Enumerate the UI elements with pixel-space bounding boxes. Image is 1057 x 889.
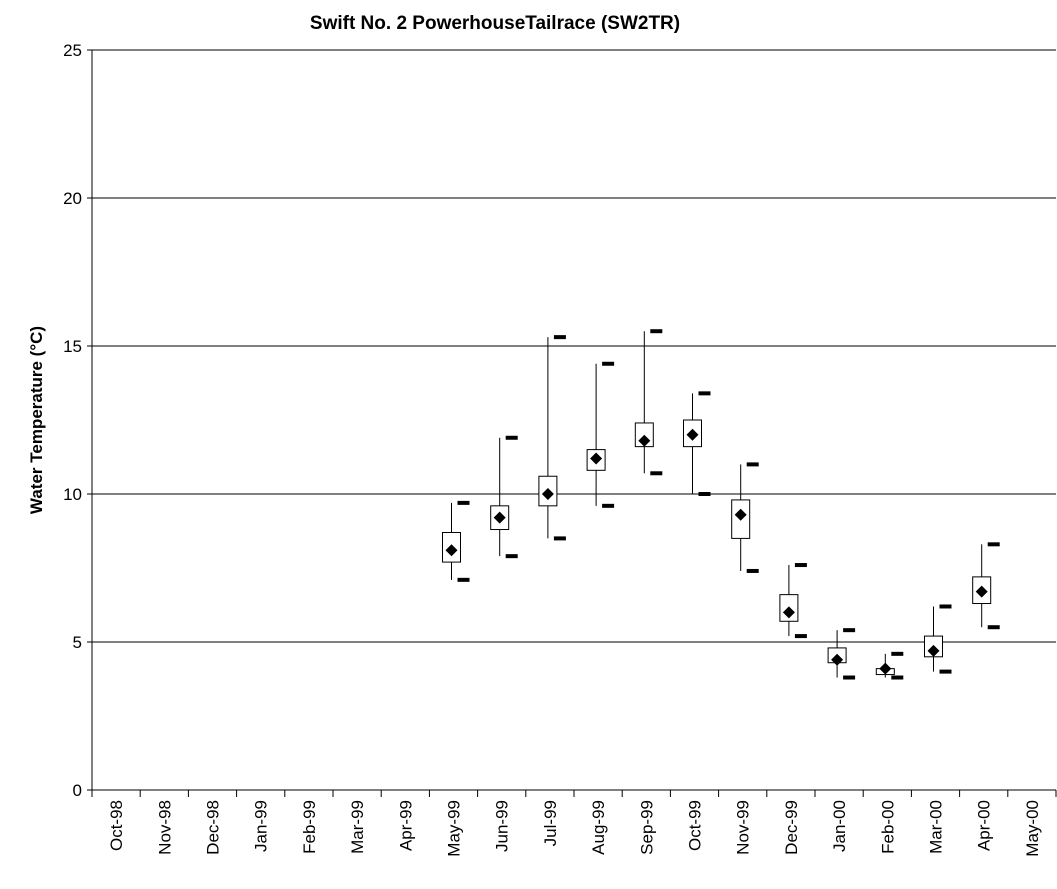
x-tick-label: Jun-99 [493, 800, 512, 852]
x-tick-label: Nov-99 [734, 800, 753, 855]
x-tick-label: Feb-99 [300, 800, 319, 854]
x-tick-label: May-00 [1023, 800, 1042, 857]
mean-marker [782, 606, 795, 619]
y-tick-label: 20 [63, 189, 82, 208]
mean-marker [831, 653, 844, 666]
x-tick-label: Dec-98 [204, 800, 223, 855]
x-tick-label: Nov-98 [155, 800, 174, 855]
mean-marker [686, 428, 699, 441]
mean-marker [493, 511, 506, 524]
y-tick-label: 25 [63, 41, 82, 60]
y-tick-label: 5 [73, 633, 82, 652]
mean-marker [638, 434, 651, 447]
y-tick-label: 15 [63, 337, 82, 356]
y-tick-label: 0 [73, 781, 82, 800]
x-tick-label: May-99 [445, 800, 464, 857]
x-tick-label: Dec-99 [782, 800, 801, 855]
x-tick-label: Apr-99 [396, 800, 415, 851]
x-tick-label: Jan-00 [830, 800, 849, 852]
x-tick-label: Jul-99 [541, 800, 560, 846]
mean-marker [927, 644, 940, 657]
x-tick-label: Apr-00 [975, 800, 994, 851]
y-tick-label: 10 [63, 485, 82, 504]
x-tick-label: Sep-99 [637, 800, 656, 855]
x-tick-label: Jan-99 [252, 800, 271, 852]
mean-marker [734, 508, 747, 521]
chart-title: Swift No. 2 PowerhouseTailrace (SW2TR) [310, 13, 680, 34]
mean-marker [590, 452, 603, 465]
x-tick-label: Oct-98 [107, 800, 126, 851]
x-tick-label: Mar-00 [927, 800, 946, 854]
x-tick-label: Mar-99 [348, 800, 367, 854]
x-tick-label: Oct-99 [686, 800, 705, 851]
mean-marker [975, 585, 988, 598]
mean-marker [541, 488, 554, 500]
mean-marker [879, 662, 892, 675]
y-axis-label: Water Temperature (°C) [27, 326, 46, 514]
x-tick-label: Feb-00 [878, 800, 897, 854]
mean-marker [445, 544, 458, 557]
x-tick-label: Aug-99 [589, 800, 608, 855]
